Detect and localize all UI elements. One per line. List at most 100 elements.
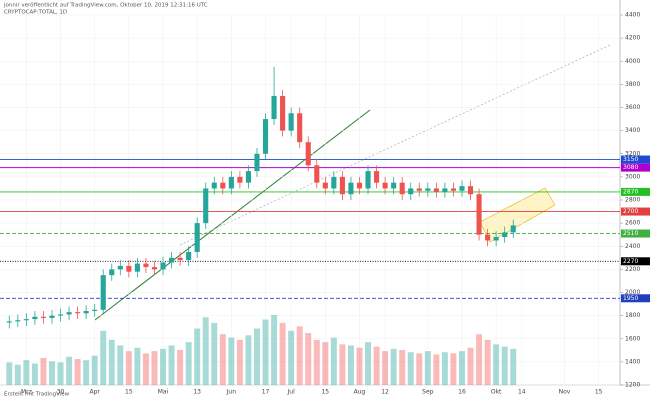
candle-body [23, 319, 29, 321]
volume-bar [339, 344, 346, 385]
y-tick-label: 1800 [625, 312, 640, 319]
candle-body [92, 309, 98, 311]
candle-body [348, 182, 354, 195]
volume-bar [510, 348, 517, 385]
candle-body [391, 182, 397, 189]
candle-body [476, 194, 482, 235]
volume-bar [228, 337, 235, 385]
x-tick-label: 13 [193, 389, 201, 396]
volume-bar [279, 322, 286, 385]
candle-body [237, 176, 243, 183]
y-tick-label: 3000 [625, 173, 640, 180]
volume-bar [365, 342, 372, 385]
level-tag [621, 207, 650, 216]
level-tag [621, 163, 650, 172]
candle-body [459, 186, 465, 191]
x-tick-label: Sep [422, 389, 434, 396]
author-line: jonnir veröffentlicht auf TradingView.co… [3, 3, 208, 9]
symbol-line: CRYPTOCAP:TOTAL, 1D [4, 10, 67, 16]
candle-body [339, 176, 345, 195]
y-tick-label: 3800 [625, 81, 640, 88]
volume-bar [467, 347, 474, 385]
volume-bar [493, 344, 500, 385]
volume-bar [424, 351, 431, 385]
candle-body [356, 182, 363, 189]
candle-body [109, 269, 115, 276]
x-tick-label: 16 [458, 389, 466, 396]
volume-bar [66, 356, 73, 385]
volume-bar [382, 351, 389, 385]
volume-bar [202, 317, 209, 385]
volume-bar [399, 350, 406, 385]
level-tag [621, 257, 650, 266]
fib-extension-line [179, 44, 611, 246]
y-tick-label: 2600 [625, 220, 640, 227]
candle-body [450, 188, 456, 191]
volume-bar [390, 348, 397, 385]
candle-body [57, 314, 64, 316]
candle-body [203, 188, 209, 224]
volume-bar [313, 339, 320, 385]
volume-bar [262, 319, 269, 385]
level-label: 2870 [623, 188, 638, 195]
y-tick-label: 2000 [625, 289, 640, 296]
volume-bar [219, 334, 226, 385]
x-tick-label: Mai [158, 389, 169, 396]
trend-line [94, 109, 371, 321]
volume-bar [441, 352, 448, 385]
candle-body [493, 237, 499, 241]
level-label: 3080 [623, 164, 638, 171]
x-tick-label: 15 [321, 389, 329, 396]
y-tick-label: 4400 [625, 12, 640, 19]
candle-body [331, 176, 337, 189]
x-tick-label: Jul [287, 389, 296, 396]
volume-bar [134, 347, 141, 385]
candle-body [314, 165, 320, 183]
candle-body [416, 188, 422, 191]
candle-body [143, 263, 149, 268]
candle-body [322, 182, 328, 189]
candle-body [288, 113, 294, 131]
candle-body [399, 182, 405, 195]
x-tick-label: 12 [381, 389, 389, 396]
candle-body [228, 176, 234, 189]
candle-body [305, 142, 311, 166]
candle-body [49, 315, 55, 318]
volume-bar [31, 363, 38, 385]
candle-body [66, 312, 72, 315]
candle-body [126, 265, 132, 272]
volume-bar [142, 353, 149, 385]
candle-body [160, 262, 166, 270]
volume-bar [330, 337, 337, 385]
x-tick-label: 15 [595, 389, 603, 396]
candle-body [83, 311, 89, 314]
x-tick-label: Jun [226, 389, 237, 396]
level-tag [621, 187, 650, 196]
x-tick-label: 14 [518, 389, 526, 396]
volume-bar [356, 347, 363, 385]
x-tick-label: Aug [354, 389, 366, 396]
candle-body [433, 188, 439, 192]
y-tick-label: 4000 [625, 58, 640, 65]
level-tag [621, 294, 650, 303]
volume-bar [450, 353, 457, 385]
volume-bar [14, 364, 21, 385]
level-tag [621, 229, 650, 238]
candle-body [186, 252, 192, 261]
y-tick-label: 2200 [625, 266, 640, 273]
volume-bar [117, 345, 124, 385]
candle-body [280, 95, 286, 131]
level-label: 2510 [623, 230, 638, 237]
volume-bar [91, 355, 98, 385]
x-tick-label: Mrz [21, 389, 32, 396]
volume-bar [168, 345, 175, 385]
volume-bar [48, 361, 55, 385]
x-tick-label: Nov [559, 389, 571, 396]
volume-bar [501, 346, 508, 385]
candle-body [502, 232, 508, 237]
y-tick-label: 2800 [625, 197, 640, 204]
volume-bar [83, 360, 90, 385]
candle-body [100, 275, 106, 310]
volume-bar [100, 330, 107, 385]
